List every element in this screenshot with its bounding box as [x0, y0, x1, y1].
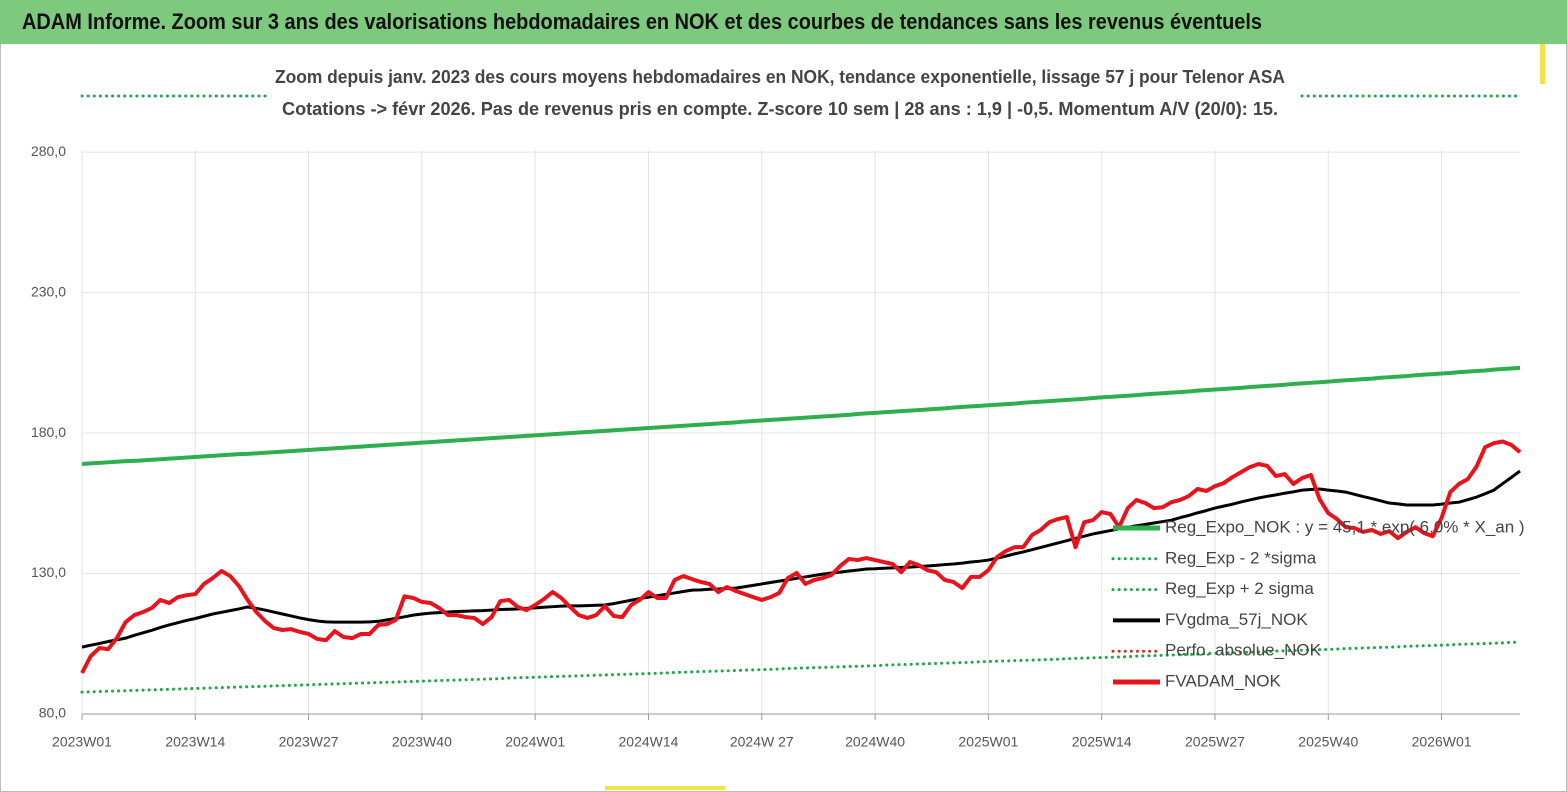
grid	[81, 150, 1520, 715]
x-tick-label: 2023W40	[392, 734, 452, 750]
x-tick-label: 2023W01	[52, 734, 112, 750]
decor	[1540, 44, 1545, 84]
legend-label: FVgdma_57j_NOK	[1165, 610, 1308, 629]
header-bar	[0, 0, 1567, 44]
x-tick-label: 2024W 27	[730, 734, 794, 750]
x-tick-label: 2023W14	[165, 734, 225, 750]
chart-title: Zoom depuis janv. 2023 des cours moyens …	[275, 67, 1285, 87]
x-tick-label: 2023W27	[279, 734, 339, 750]
series-line	[81, 365, 1521, 466]
y-tick-label: 130,0	[31, 564, 66, 580]
x-tick-label: 2025W40	[1298, 734, 1358, 750]
decor	[605, 786, 725, 790]
legend-label: Reg_Exp - 2 *sigma	[1165, 548, 1317, 567]
x-tick-label: 2024W40	[845, 734, 905, 750]
y-tick-label: 280,0	[31, 143, 66, 159]
legend: Reg_Expo_NOK : y = 45,1 * exp( 6,0% * X_…	[1111, 517, 1525, 690]
y-tick-label: 230,0	[31, 283, 66, 299]
x-tick-label: 2026W01	[1412, 734, 1472, 750]
legend-label: Reg_Exp + 2 sigma	[1165, 579, 1314, 598]
x-tick-label: 2024W01	[505, 734, 565, 750]
axes: 80,0 130,0 180,0 230,0 280,0 2023W01 2023W14 20…	[31, 143, 1520, 750]
x-tick-label: 2025W01	[958, 734, 1018, 750]
chart-subtitle: Cotations -> févr 2026. Pas de revenus p…	[282, 99, 1278, 119]
header-title: ADAM Informe. Zoom sur 3 ans des valoris…	[22, 9, 1262, 34]
x-tick-label: 2025W14	[1072, 734, 1132, 750]
legend-label: Perfo. absolue_NOK	[1165, 641, 1322, 660]
y-tick-label: 180,0	[31, 424, 66, 440]
x-tick-label: 2025W27	[1185, 734, 1245, 750]
y-tick-label: 80,0	[39, 705, 66, 721]
series-line	[80, 640, 1522, 694]
title-box	[268, 60, 1298, 122]
legend-label: Reg_Expo_NOK : y = 45,1 * exp( 6,0% * X_…	[1165, 517, 1525, 536]
series-line	[80, 439, 1522, 674]
legend-label: FVADAM_NOK	[1165, 671, 1282, 690]
x-tick-label: 2024W14	[619, 734, 679, 750]
